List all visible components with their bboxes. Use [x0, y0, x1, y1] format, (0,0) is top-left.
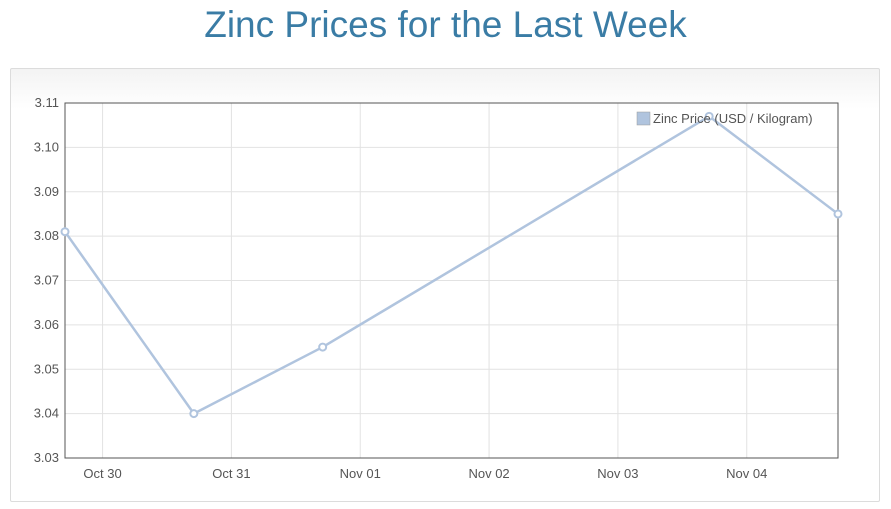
data-point[interactable] — [318, 342, 328, 352]
y-tick-label: 3.05 — [34, 361, 59, 376]
x-tick-label: Nov 01 — [340, 466, 381, 481]
axes: 3.03 3.04 3.05 3.06 3.07 3.08 3.09 3.10 3.11 Oct … — [34, 95, 839, 481]
page-title: Zinc Prices for the Last Week — [204, 4, 687, 45]
x-tick-label: Nov 03 — [597, 466, 638, 481]
y-tick-label: 3.09 — [34, 184, 59, 199]
y-tick-label: 3.08 — [34, 228, 59, 243]
data-point[interactable] — [833, 209, 843, 219]
x-tick-label: Nov 04 — [726, 466, 767, 481]
legend: Zinc Price (USD / Kilogram) — [636, 111, 813, 126]
data-point[interactable] — [704, 111, 714, 121]
legend-swatch — [636, 111, 651, 126]
plot-area-border — [64, 102, 839, 459]
x-tick-label: Oct 30 — [83, 466, 121, 481]
data-point[interactable] — [189, 409, 199, 419]
x-tick-label: Nov 02 — [468, 466, 509, 481]
legend-label: Zinc Price (USD / Kilogram) — [653, 111, 813, 126]
grid-lines — [65, 102, 838, 459]
data-point[interactable] — [60, 227, 70, 237]
y-tick-label: 3.10 — [34, 139, 59, 154]
chart-panel — [10, 68, 880, 502]
y-tick-label: 3.11 — [35, 95, 59, 110]
y-tick-label: 3.03 — [34, 450, 59, 465]
series-layer — [60, 111, 843, 419]
y-tick-label: 3.04 — [34, 406, 59, 421]
y-tick-label: 3.07 — [34, 273, 59, 288]
y-tick-label: 3.06 — [34, 317, 59, 332]
x-tick-label: Oct 31 — [212, 466, 250, 481]
